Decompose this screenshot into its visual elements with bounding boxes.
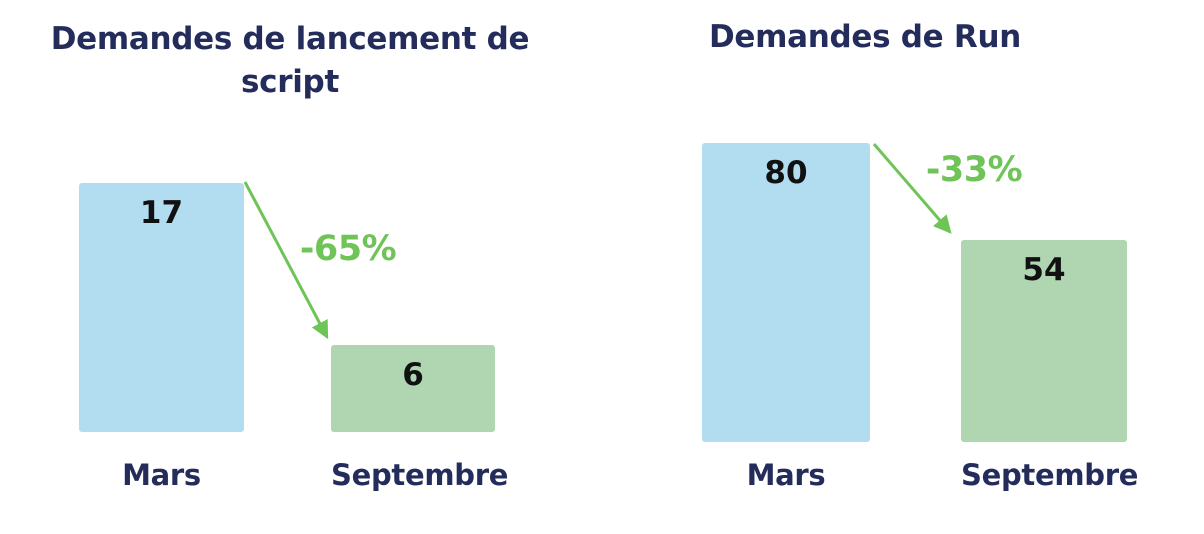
- bar-run-septembre: 54: [961, 240, 1127, 442]
- bar-value-script-septembre: 6: [402, 357, 424, 393]
- axis-label-run-septembre: Septembre: [961, 458, 1139, 492]
- bar-script-mars: 17: [79, 183, 244, 432]
- delta-label-run: -33%: [925, 150, 1023, 190]
- axis-label-run-mars: Mars: [746, 458, 826, 492]
- bar-script-septembre: 6: [331, 345, 495, 432]
- chart-title-run: Demandes de Run: [708, 19, 1022, 55]
- bar-run-mars: 80: [702, 143, 870, 442]
- bar-value-run-septembre: 54: [1022, 252, 1066, 288]
- chart-title-script: Demandes de lancement de script: [50, 21, 530, 100]
- bar-value-run-mars: 80: [764, 155, 808, 191]
- delta-label-script: -65%: [299, 229, 397, 269]
- axis-label-script-septembre: Septembre: [331, 458, 509, 492]
- bar-value-script-mars: 17: [139, 195, 184, 231]
- axis-label-script-mars: Mars: [122, 458, 201, 492]
